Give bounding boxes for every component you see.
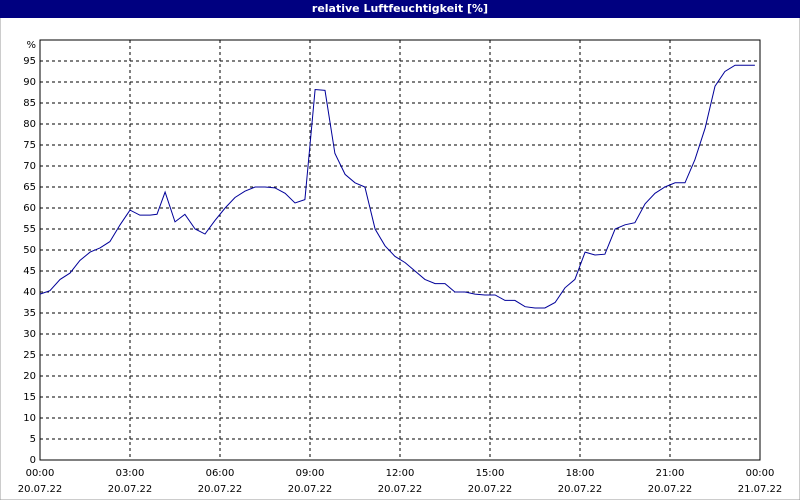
y-tick-label: 40	[23, 287, 36, 298]
y-tick-label: 45	[23, 266, 36, 277]
chart-title: relative Luftfeuchtigkeit [%]	[312, 2, 488, 15]
y-tick-label: 85	[23, 98, 36, 109]
y-tick-label: 25	[23, 350, 36, 361]
y-tick-label: 20	[23, 371, 36, 382]
y-tick-label: 10	[23, 413, 36, 424]
x-tick-date: 20.07.22	[288, 484, 333, 495]
x-tick-label: 00:00	[746, 468, 775, 479]
y-tick-label: 80	[23, 119, 36, 130]
data-line	[39, 64, 755, 309]
y-tick-label: 70	[23, 161, 36, 172]
y-tick-label: 75	[23, 140, 36, 151]
y-tick-label: 5	[30, 434, 36, 445]
y-tick-label: 65	[23, 182, 36, 193]
x-tick-label: 06:00	[206, 468, 235, 479]
x-tick-date: 20.07.22	[378, 484, 423, 495]
y-unit: %	[26, 40, 36, 51]
x-tick-date: 21.07.22	[738, 484, 783, 495]
y-tick-label: 30	[23, 329, 36, 340]
x-tick-date: 20.07.22	[108, 484, 153, 495]
y-tick-label: 15	[23, 392, 36, 403]
y-tick-label: 35	[23, 308, 36, 319]
title-bar	[0, 0, 800, 18]
y-tick-label: 95	[23, 56, 36, 67]
y-tick-label: 0	[30, 455, 36, 466]
x-tick-label: 00:00	[26, 468, 55, 479]
x-tick-date: 20.07.22	[468, 484, 513, 495]
x-tick-date: 20.07.22	[18, 484, 63, 495]
y-tick-label: 90	[23, 77, 36, 88]
x-tick-date: 20.07.22	[198, 484, 243, 495]
x-tick-label: 21:00	[656, 468, 685, 479]
x-tick-label: 18:00	[566, 468, 595, 479]
x-tick-date: 20.07.22	[648, 484, 693, 495]
y-tick-label: 60	[23, 203, 36, 214]
x-tick-label: 15:00	[476, 468, 505, 479]
x-tick-label: 09:00	[296, 468, 325, 479]
x-tick-label: 03:00	[116, 468, 145, 479]
y-tick-label: 50	[23, 245, 36, 256]
x-tick-label: 12:00	[386, 468, 415, 479]
x-tick-date: 20.07.22	[558, 484, 603, 495]
y-tick-label: 55	[23, 224, 36, 235]
